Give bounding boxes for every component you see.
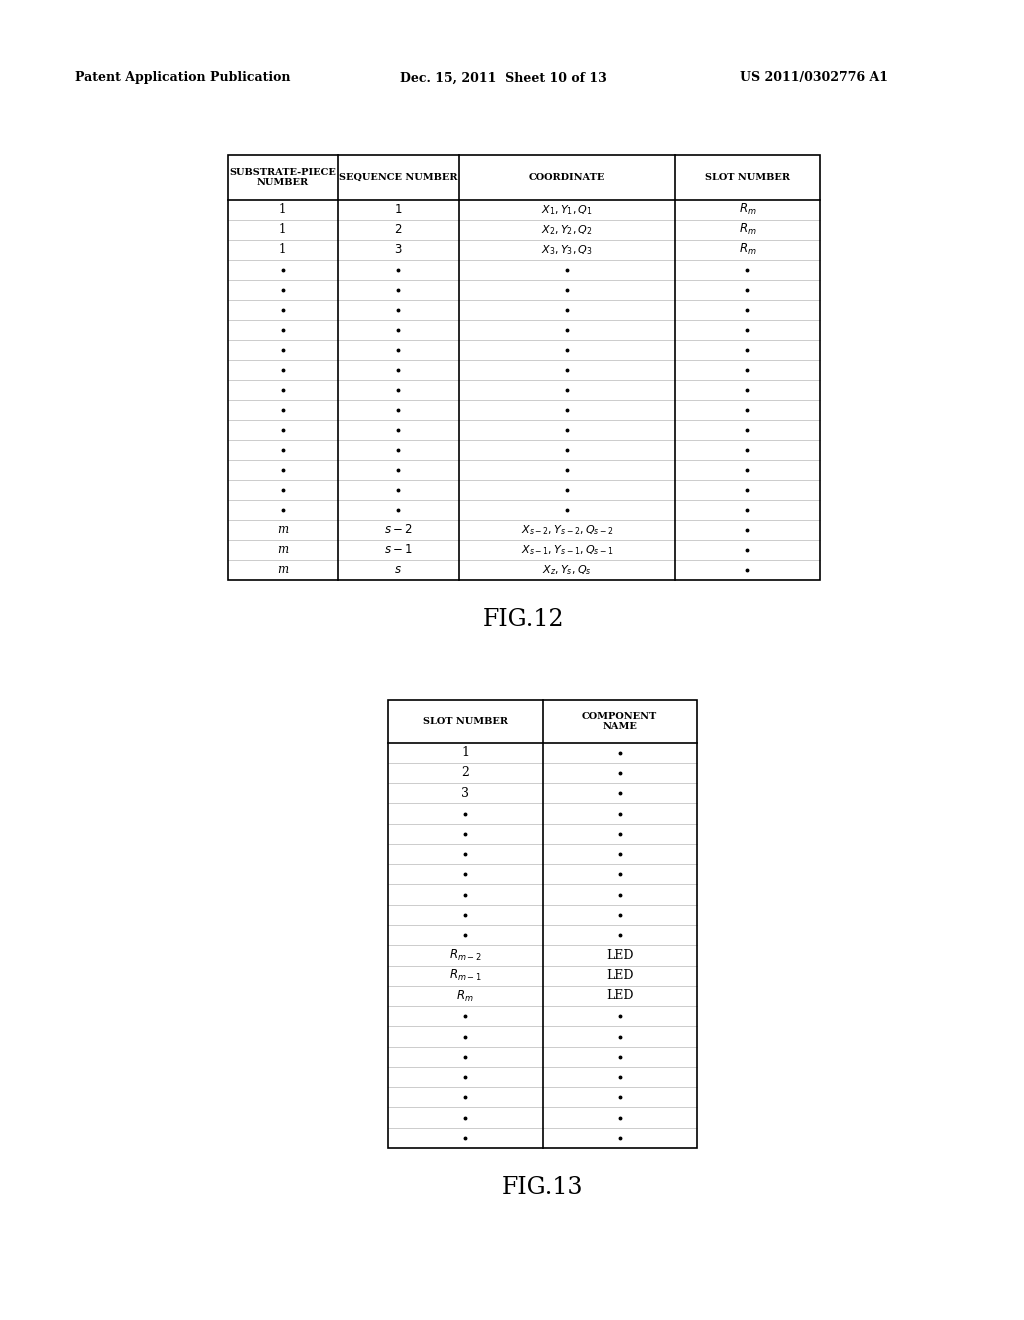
Text: m: m (278, 524, 289, 536)
Text: Dec. 15, 2011  Sheet 10 of 13: Dec. 15, 2011 Sheet 10 of 13 (400, 71, 607, 84)
Text: Patent Application Publication: Patent Application Publication (75, 71, 291, 84)
Text: $R_m$: $R_m$ (738, 242, 757, 257)
Text: 1: 1 (280, 243, 287, 256)
Text: $2$: $2$ (394, 223, 402, 236)
Text: $R_m$: $R_m$ (738, 202, 757, 218)
Bar (388, 700, 697, 1148)
Text: $s-1$: $s-1$ (384, 544, 413, 557)
Text: $R_{m-2}$: $R_{m-2}$ (449, 948, 481, 964)
Text: SLOT NUMBER: SLOT NUMBER (423, 717, 508, 726)
Text: $X_{s-1},Y_{s-1},Q_{s-1}$: $X_{s-1},Y_{s-1},Q_{s-1}$ (520, 543, 613, 557)
Text: $R_m$: $R_m$ (457, 989, 474, 1003)
Text: $s$: $s$ (394, 564, 402, 577)
Text: m: m (278, 544, 289, 557)
Text: SLOT NUMBER: SLOT NUMBER (705, 173, 790, 182)
Text: FIG.12: FIG.12 (483, 609, 565, 631)
Text: LED: LED (606, 990, 634, 1002)
Text: 1: 1 (280, 203, 287, 216)
Text: $R_{m-1}$: $R_{m-1}$ (449, 968, 481, 983)
Text: COMPONENT
NAME: COMPONENT NAME (582, 711, 657, 731)
Bar (228, 154, 820, 579)
Text: 1: 1 (461, 746, 469, 759)
Text: m: m (278, 564, 289, 577)
Text: 1: 1 (280, 223, 287, 236)
Text: 3: 3 (461, 787, 469, 800)
Text: FIG.13: FIG.13 (502, 1176, 584, 1200)
Text: $X_3,Y_3,Q_3$: $X_3,Y_3,Q_3$ (541, 243, 593, 256)
Text: COORDINATE: COORDINATE (528, 173, 605, 182)
Text: US 2011/0302776 A1: US 2011/0302776 A1 (740, 71, 888, 84)
Text: LED: LED (606, 969, 634, 982)
Text: $X_2,Y_2,Q_2$: $X_2,Y_2,Q_2$ (541, 223, 593, 236)
Text: $X_{s-2},Y_{s-2},Q_{s-2}$: $X_{s-2},Y_{s-2},Q_{s-2}$ (520, 523, 613, 537)
Text: SEQUENCE NUMBER: SEQUENCE NUMBER (339, 173, 458, 182)
Text: $s-2$: $s-2$ (384, 524, 413, 536)
Text: 2: 2 (462, 767, 469, 780)
Text: $X_1,Y_1,Q_1$: $X_1,Y_1,Q_1$ (541, 203, 593, 216)
Text: LED: LED (606, 949, 634, 962)
Text: $X_z,Y_s,Q_s$: $X_z,Y_s,Q_s$ (542, 564, 592, 577)
Text: $1$: $1$ (394, 203, 402, 216)
Text: SUBSTRATE-PIECE
NUMBER: SUBSTRATE-PIECE NUMBER (229, 168, 336, 187)
Text: $3$: $3$ (394, 243, 402, 256)
Text: $R_m$: $R_m$ (738, 222, 757, 238)
